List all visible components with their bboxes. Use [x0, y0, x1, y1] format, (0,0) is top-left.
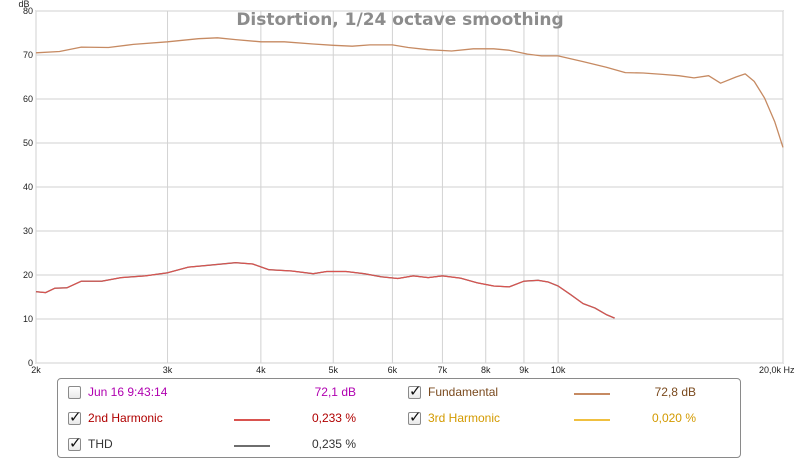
- y-tick-label: 70: [23, 50, 33, 60]
- series-layer: [35, 37, 784, 319]
- 2nd-harmonic-swatch: [234, 419, 270, 421]
- 3rd-harmonic-label: 3rd Harmonic: [428, 411, 501, 425]
- y-tick-label: 50: [23, 138, 33, 148]
- x-axis-ticks: 2k 3k 4k 5k 6k 7k 8k 9k 10k 20,0k Hz: [31, 365, 795, 375]
- x-tick-label: 10k: [551, 365, 566, 375]
- legend-item-measurement: [68, 383, 81, 401]
- y-tick-label: 20: [23, 270, 33, 280]
- legend-item-3rd-harmonic: [408, 408, 422, 427]
- x-tick-label: 9k: [519, 365, 529, 375]
- x-tick-label: 3k: [163, 365, 173, 375]
- legend-panel: Jun 16 9:43:14 72,1 dB Fundamental 72,8 …: [57, 378, 741, 458]
- fundamental-swatch: [574, 393, 610, 395]
- 2nd-harmonic-checkbox[interactable]: [68, 408, 82, 426]
- chart-title: Distortion, 1/24 octave smoothing: [236, 10, 563, 30]
- fundamental-checkbox[interactable]: [408, 382, 422, 400]
- x-tick-label: 4k: [256, 365, 266, 375]
- measurement-label: Jun 16 9:43:14: [88, 385, 168, 399]
- series-line-fundamental: [35, 37, 784, 148]
- y-tick-label: 0: [28, 358, 33, 368]
- 2nd-harmonic-value: 0,233 %: [311, 411, 356, 425]
- y-tick-label: 40: [23, 182, 33, 192]
- y-axis-ticks: 0 10 20 30 40 50 60 70 80: [23, 6, 33, 368]
- legend-item-fundamental: [408, 382, 422, 401]
- x-tick-label: 7k: [438, 365, 448, 375]
- y-axis-unit: dB: [18, 0, 29, 9]
- thd-label: THD: [88, 437, 113, 451]
- measurement-checkbox[interactable]: [68, 385, 81, 399]
- 3rd-harmonic-swatch: [574, 419, 610, 421]
- measurement-value: 72,1 dB: [314, 385, 356, 399]
- fundamental-value: 72,8 dB: [654, 385, 696, 399]
- x-tick-label: 2k: [31, 365, 41, 375]
- y-tick-label: 60: [23, 94, 33, 104]
- 3rd-harmonic-value: 0,020 %: [651, 411, 696, 425]
- y-tick-label: 30: [23, 226, 33, 236]
- distortion-chart: 0 10 20 30 40 50 60 70 80 2k 3k 4k 5k 6k 7k 8k 9k 10k 20,…: [18, 0, 795, 375]
- y-tick-label: 80: [23, 6, 33, 16]
- x-tick-label: 6k: [388, 365, 398, 375]
- thd-checkbox[interactable]: [68, 434, 82, 452]
- 2nd-harmonic-label: 2nd Harmonic: [88, 411, 163, 425]
- thd-swatch: [234, 445, 270, 447]
- thd-value: 0,235 %: [311, 437, 356, 451]
- 3rd-harmonic-checkbox[interactable]: [408, 408, 422, 426]
- x-tick-label: 20,0k Hz: [759, 365, 795, 375]
- x-tick-label: 8k: [481, 365, 491, 375]
- grid-lines: [35, 10, 784, 364]
- fundamental-label: Fundamental: [428, 385, 499, 399]
- x-tick-label: 5k: [329, 365, 339, 375]
- legend-item-thd: [68, 434, 82, 453]
- series-line-2nd-harmonic: [35, 262, 615, 319]
- legend-item-2nd-harmonic: [68, 408, 82, 427]
- y-tick-label: 10: [23, 314, 33, 324]
